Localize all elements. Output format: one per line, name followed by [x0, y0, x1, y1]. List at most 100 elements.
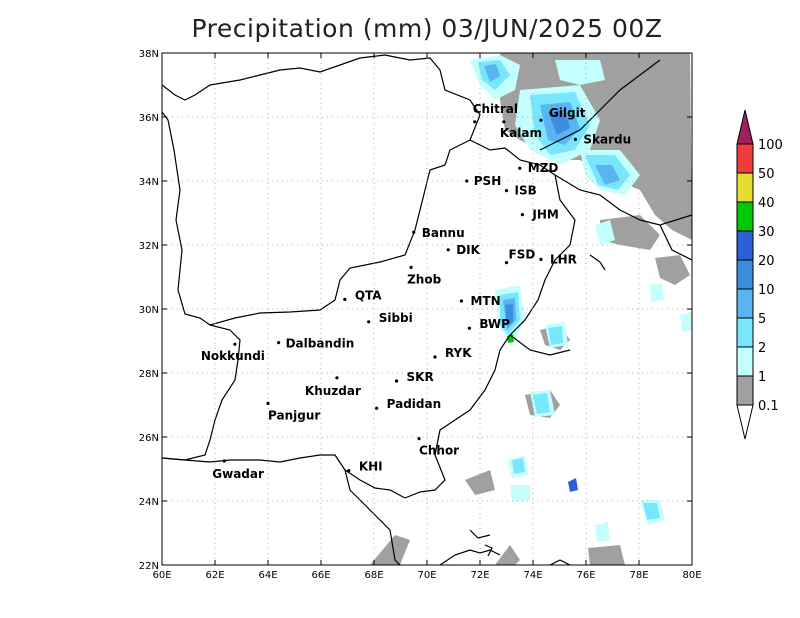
city-label: QTA — [355, 288, 382, 302]
country-borders — [162, 54, 692, 565]
legend-label: 40 — [758, 196, 775, 211]
lat-tick-label: 32N — [139, 241, 159, 252]
legend-swatch — [736, 230, 754, 261]
city-marker — [266, 401, 270, 405]
city-marker — [412, 230, 416, 234]
city-label: Skardu — [583, 132, 631, 146]
legend-bottom-triangle — [736, 404, 754, 440]
lat-tick-label: 22N — [139, 561, 159, 572]
city-marker — [518, 166, 522, 170]
lat-tick-label: 28N — [139, 369, 159, 380]
legend-swatch — [736, 201, 754, 232]
legend-swatch — [736, 259, 754, 290]
legend-label: 0.1 — [758, 399, 779, 414]
city-marker — [459, 299, 464, 303]
city-label: Panjgur — [268, 408, 320, 422]
city-marker — [504, 189, 509, 193]
city-label: Chhor — [419, 444, 459, 458]
city-label: LHR — [550, 252, 577, 266]
lon-tick-label: 80E — [682, 570, 701, 581]
city-marker — [539, 257, 543, 261]
legend-swatch — [736, 288, 754, 319]
city-marker — [375, 406, 379, 410]
city-label: Kalam — [500, 126, 542, 140]
city-label: MTN — [470, 294, 500, 308]
city-marker — [473, 120, 477, 124]
city-marker — [433, 355, 437, 359]
legend-label: 1 — [758, 370, 766, 385]
city-label: ISB — [515, 184, 537, 198]
legend-label: 100 — [758, 138, 783, 153]
legend-top-triangle — [736, 109, 754, 145]
legend-label: 30 — [758, 225, 775, 240]
legend-swatch — [736, 143, 754, 174]
city-markers: Chitral Gilgit Kalam Skardu MZD PSH ISB JHM Bann… — [201, 102, 631, 481]
city-label: Bannu — [422, 226, 465, 240]
legend-swatch — [736, 375, 754, 406]
city-marker — [367, 320, 371, 324]
city-marker — [335, 376, 339, 380]
lon-tick-label: 76E — [576, 570, 595, 581]
city-label: Padidan — [387, 397, 442, 411]
map-title: Precipitation (mm) 03/JUN/2025 00Z — [191, 14, 663, 43]
city-marker — [467, 326, 471, 330]
city-label: Dalbandin — [286, 337, 355, 351]
city-label: Gwadar — [212, 467, 264, 481]
lon-tick-label: 70E — [417, 570, 436, 581]
legend-label: 2 — [758, 341, 766, 356]
legend-label: 20 — [758, 254, 775, 269]
legend-swatch — [736, 317, 754, 348]
city-label: BWP — [479, 317, 510, 331]
city-marker — [504, 261, 509, 265]
precip-20mm-areas — [568, 478, 578, 492]
city-marker — [502, 120, 506, 124]
city-marker — [520, 213, 525, 217]
precip-10mm-areas — [505, 110, 570, 326]
city-label: Gilgit — [549, 106, 586, 120]
city-marker — [465, 179, 469, 183]
axis-ticks: 60E 62E 64E 66E 68E 70E 72E 74E 76E 78E 80E 22N 24N 2… — [139, 49, 702, 581]
legend-swatch — [736, 172, 754, 203]
city-marker — [343, 297, 347, 301]
city-label: RYK — [445, 346, 472, 360]
map-area: Chitral Gilgit Kalam Skardu MZD PSH ISB JHM Bann… — [162, 53, 692, 565]
lon-tick-label: 66E — [311, 570, 330, 581]
lon-tick-label: 68E — [364, 570, 383, 581]
city-label: PSH — [474, 174, 501, 188]
lon-tick-label: 72E — [470, 570, 489, 581]
city-label: Zhob — [407, 272, 441, 286]
grid-lines — [162, 53, 692, 565]
lon-tick-label: 64E — [258, 570, 277, 581]
lat-tick-label: 26N — [139, 433, 159, 444]
city-marker — [573, 137, 578, 141]
lon-tick-label: 62E — [205, 570, 224, 581]
color-legend: 100 50 40 30 20 10 5 2 1 0.1 — [736, 109, 783, 440]
city-label: MZD — [528, 161, 559, 175]
city-label: FSD — [509, 248, 536, 262]
city-marker — [233, 342, 237, 346]
legend-swatch — [736, 346, 754, 377]
legend-label: 5 — [758, 312, 766, 327]
city-marker — [417, 437, 421, 441]
city-label: DIK — [456, 243, 480, 257]
legend-label: 50 — [758, 167, 775, 182]
city-label: JHM — [531, 208, 558, 222]
city-label: SKR — [407, 370, 434, 384]
lat-tick-label: 38N — [139, 49, 159, 60]
city-marker — [394, 379, 399, 383]
city-marker — [446, 248, 450, 252]
lon-tick-label: 60E — [152, 570, 171, 581]
city-marker — [222, 459, 226, 463]
lat-tick-label: 24N — [139, 497, 159, 508]
legend-label: 10 — [758, 283, 775, 298]
city-marker — [347, 469, 351, 473]
city-marker — [277, 341, 281, 345]
city-label: Chitral — [473, 102, 518, 116]
city-label: Khuzdar — [305, 384, 361, 398]
city-label: KHI — [359, 460, 383, 474]
lat-tick-label: 30N — [139, 305, 159, 316]
lat-tick-label: 36N — [139, 113, 159, 124]
lat-tick-label: 34N — [139, 177, 159, 188]
city-marker — [409, 265, 413, 269]
